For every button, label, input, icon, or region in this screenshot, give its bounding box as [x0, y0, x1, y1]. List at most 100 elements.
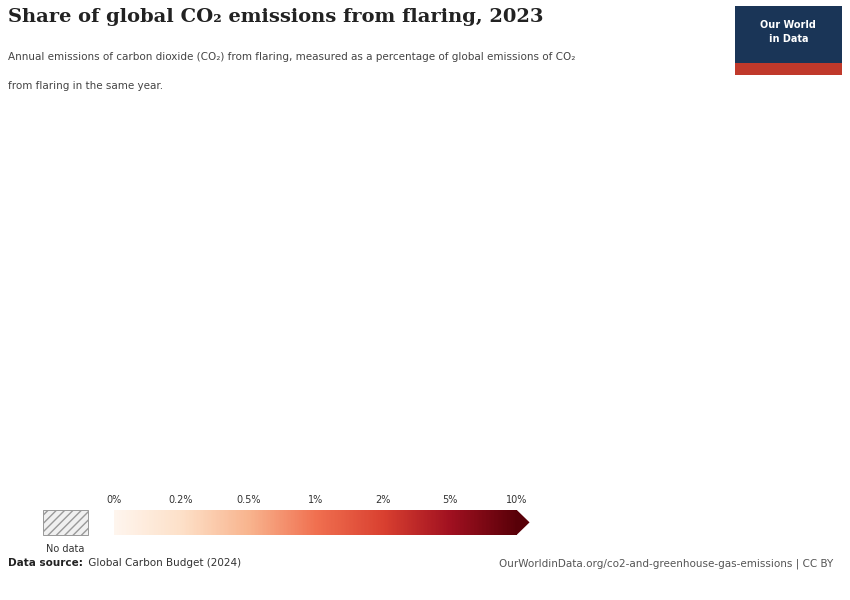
Bar	[416, 510, 418, 535]
Bar	[365, 510, 367, 535]
Bar	[186, 510, 188, 535]
Bar	[133, 510, 134, 535]
Bar	[248, 510, 250, 535]
Text: OurWorldinData.org/co2-and-greenhouse-gas-emissions | CC BY: OurWorldinData.org/co2-and-greenhouse-ga…	[499, 558, 833, 569]
Bar	[148, 510, 150, 535]
Text: Our World
in Data: Our World in Data	[761, 20, 816, 44]
Bar	[196, 510, 198, 535]
Bar	[318, 510, 320, 535]
Bar	[348, 510, 351, 535]
Bar	[183, 510, 184, 535]
Bar	[431, 510, 433, 535]
Bar	[211, 510, 212, 535]
Bar	[172, 510, 173, 535]
Bar	[208, 510, 210, 535]
Bar	[462, 510, 463, 535]
Bar	[322, 510, 324, 535]
Bar	[223, 510, 224, 535]
Bar	[118, 510, 120, 535]
Bar	[304, 510, 307, 535]
Bar	[341, 510, 343, 535]
Bar	[471, 510, 473, 535]
Bar	[256, 510, 258, 535]
Bar	[429, 510, 431, 535]
Bar	[406, 510, 409, 535]
Bar	[119, 510, 121, 535]
Bar	[216, 510, 218, 535]
Bar	[470, 510, 472, 535]
Bar	[343, 510, 345, 535]
Bar	[388, 510, 389, 535]
Bar	[442, 510, 444, 535]
Bar	[279, 510, 281, 535]
Bar	[144, 510, 147, 535]
Bar	[475, 510, 477, 535]
Bar	[162, 510, 164, 535]
Bar	[505, 510, 507, 535]
Bar	[241, 510, 243, 535]
Bar	[512, 510, 513, 535]
Bar	[408, 510, 410, 535]
Bar	[459, 510, 461, 535]
Bar	[373, 510, 375, 535]
Bar	[271, 510, 273, 535]
Bar	[457, 510, 460, 535]
Bar	[366, 510, 368, 535]
Bar	[480, 510, 483, 535]
Bar	[132, 510, 133, 535]
Bar	[338, 510, 340, 535]
Bar	[128, 510, 129, 535]
Bar	[486, 510, 488, 535]
Bar	[220, 510, 222, 535]
Bar	[387, 510, 388, 535]
Bar	[479, 510, 481, 535]
Bar	[122, 510, 124, 535]
Text: Share of global CO₂ emissions from flaring, 2023: Share of global CO₂ emissions from flari…	[8, 8, 544, 26]
Bar	[513, 510, 514, 535]
Bar	[170, 510, 173, 535]
Bar	[327, 510, 329, 535]
Bar	[246, 510, 249, 535]
Bar	[299, 510, 301, 535]
Bar	[339, 510, 342, 535]
Bar	[263, 510, 265, 535]
Bar	[345, 510, 347, 535]
Bar	[371, 510, 372, 535]
Bar	[272, 510, 275, 535]
Bar	[464, 510, 467, 535]
Bar	[154, 510, 156, 535]
Bar	[260, 510, 262, 535]
Bar	[235, 510, 236, 535]
Bar	[150, 510, 152, 535]
Bar	[116, 510, 117, 535]
Bar	[359, 510, 360, 535]
Bar	[461, 510, 462, 535]
Bar	[362, 510, 364, 535]
Bar	[190, 510, 192, 535]
Text: Annual emissions of carbon dioxide (CO₂) from flaring, measured as a percentage : Annual emissions of carbon dioxide (CO₂)…	[8, 52, 576, 62]
Bar	[181, 510, 183, 535]
Bar	[343, 510, 344, 535]
Bar	[346, 510, 348, 535]
Bar	[334, 510, 336, 535]
Bar	[320, 510, 321, 535]
Bar	[266, 510, 268, 535]
Bar	[228, 510, 230, 535]
Bar	[192, 510, 194, 535]
Bar	[163, 510, 166, 535]
Bar	[333, 510, 335, 535]
Bar	[199, 510, 201, 535]
Text: Data source:: Data source:	[8, 559, 83, 568]
Bar	[473, 510, 474, 535]
Bar	[399, 510, 400, 535]
Bar	[195, 510, 196, 535]
Bar	[415, 510, 416, 535]
Bar	[420, 510, 422, 535]
Bar	[412, 510, 414, 535]
Bar	[326, 510, 328, 535]
Bar	[317, 510, 319, 535]
Bar	[297, 510, 298, 535]
Bar	[125, 510, 127, 535]
Polygon shape	[517, 510, 530, 535]
Bar	[218, 510, 220, 535]
